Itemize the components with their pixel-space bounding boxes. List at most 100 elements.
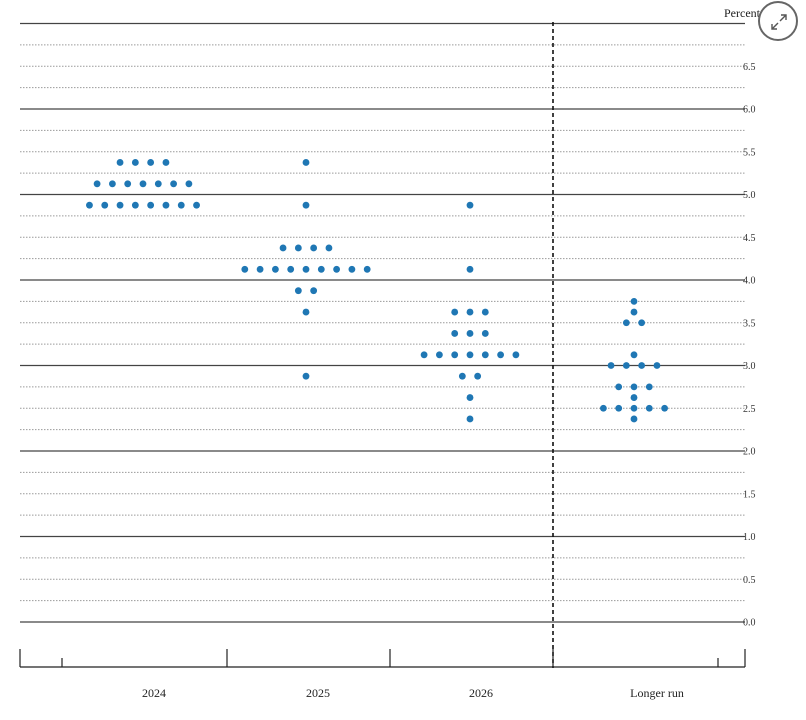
dot-2026 <box>481 308 489 316</box>
y-tick-label: 6.0 <box>743 105 756 116</box>
dot-longer-run <box>645 404 653 412</box>
dot-2025 <box>302 372 310 380</box>
dot-longer-run <box>630 351 638 359</box>
unit-label: Percent <box>724 6 761 20</box>
dot-longer-run <box>630 394 638 401</box>
dot-2025 <box>333 265 340 273</box>
dot-2024 <box>170 180 178 188</box>
dot-longer-run <box>615 383 623 391</box>
y-axis-tick-labels: 6.5 6.0 5.5 5.0 4.5 4.0 3.5 3.0 2.5 2.0 1.5 1.0 0.5 0… <box>743 62 756 629</box>
dot-longer-run <box>630 297 638 305</box>
dot-2025 <box>272 265 279 273</box>
expand-button[interactable] <box>758 1 798 41</box>
dot-2025 <box>302 308 310 316</box>
dot-2025 <box>256 265 264 273</box>
dot-2026 <box>466 265 474 273</box>
dot-2025 <box>317 265 325 273</box>
dot-longer-run <box>630 308 638 316</box>
y-tick-label: 1.0 <box>743 532 756 543</box>
y-tick-label: 2.0 <box>743 447 756 458</box>
dot-2025 <box>302 159 310 166</box>
y-tick-label: 2.5 <box>743 404 756 415</box>
y-tick-label: 6.5 <box>743 62 756 73</box>
dot-longer-run <box>638 319 646 327</box>
dot-2026 <box>420 351 428 359</box>
dot-2024 <box>193 201 200 209</box>
dot-2024 <box>147 201 155 209</box>
dot-2026 <box>466 415 474 423</box>
y-tick-label: 0.0 <box>743 618 756 629</box>
dot-2024 <box>124 180 132 188</box>
y-tick-label: 4.0 <box>743 276 756 287</box>
dots <box>86 159 668 423</box>
dot-2025 <box>302 201 310 209</box>
dot-2024 <box>185 180 193 188</box>
dot-longer-run <box>661 404 668 412</box>
dot-2026 <box>497 351 504 359</box>
dot-longer-run <box>622 319 630 327</box>
gridlines <box>20 22 745 623</box>
dot-2026 <box>466 394 474 401</box>
dot-2026 <box>481 351 489 359</box>
dot-2025 <box>310 287 318 295</box>
x-axis: 2024 2025 2026 Longer run <box>19 649 746 700</box>
dot-longer-run <box>600 404 607 412</box>
dot-2026 <box>466 308 474 316</box>
dot-2024 <box>116 159 124 166</box>
dot-2025 <box>294 287 302 295</box>
dot-longer-run <box>630 383 638 391</box>
dot-2025 <box>302 265 310 273</box>
y-tick-label: 3.5 <box>743 318 756 329</box>
y-tick-label: 0.5 <box>743 575 756 586</box>
dot-longer-run <box>630 404 638 412</box>
dot-2024 <box>139 180 147 188</box>
y-tick-label: 5.5 <box>743 147 756 158</box>
dot-2026 <box>474 372 482 380</box>
dot-longer-run <box>615 404 623 412</box>
dot-2025 <box>287 265 295 273</box>
dot-2025 <box>241 265 249 273</box>
dot-longer-run <box>638 362 646 369</box>
dot-2026 <box>466 351 474 359</box>
y-tick-label: 3.0 <box>743 361 756 372</box>
x-category-label: 2025 <box>306 686 330 700</box>
dot-2025 <box>294 244 302 252</box>
dot-2024 <box>109 180 116 188</box>
dot-2025 <box>348 265 356 273</box>
dot-longer-run <box>653 362 661 369</box>
dot-2024 <box>154 180 162 188</box>
dot-longer-run <box>607 362 615 369</box>
dot-2024 <box>131 159 139 166</box>
dot-2026 <box>512 351 520 359</box>
dot-2026 <box>466 330 474 337</box>
dot-2025 <box>279 244 287 252</box>
x-category-label: Longer run <box>630 686 684 700</box>
dot-2026 <box>451 351 459 359</box>
dot-longer-run <box>645 383 653 391</box>
dot-2025 <box>363 265 371 273</box>
dot-2024 <box>147 159 155 166</box>
dot-2024 <box>93 180 101 188</box>
dot-2024 <box>86 201 93 209</box>
dot-2024 <box>116 201 124 209</box>
dot-2026 <box>458 372 466 380</box>
dot-longer-run <box>622 362 630 369</box>
dot-2024 <box>162 159 170 166</box>
dot-2024 <box>162 201 170 209</box>
x-category-label: 2024 <box>142 686 166 700</box>
dot-2024 <box>177 201 185 209</box>
x-category-label: 2026 <box>469 686 493 700</box>
dot-2026 <box>481 330 489 337</box>
y-tick-label: 4.5 <box>743 233 756 244</box>
dot-longer-run <box>630 415 638 423</box>
y-tick-label: 1.5 <box>743 489 756 500</box>
dot-2026 <box>466 201 474 209</box>
dot-2026 <box>451 330 459 337</box>
y-tick-label: 5.0 <box>743 190 756 201</box>
dot-2026 <box>436 351 443 359</box>
dot-2024 <box>101 201 109 209</box>
dot-2026 <box>451 308 459 316</box>
dot-2024 <box>131 201 139 209</box>
expand-arrows-icon <box>771 14 787 30</box>
